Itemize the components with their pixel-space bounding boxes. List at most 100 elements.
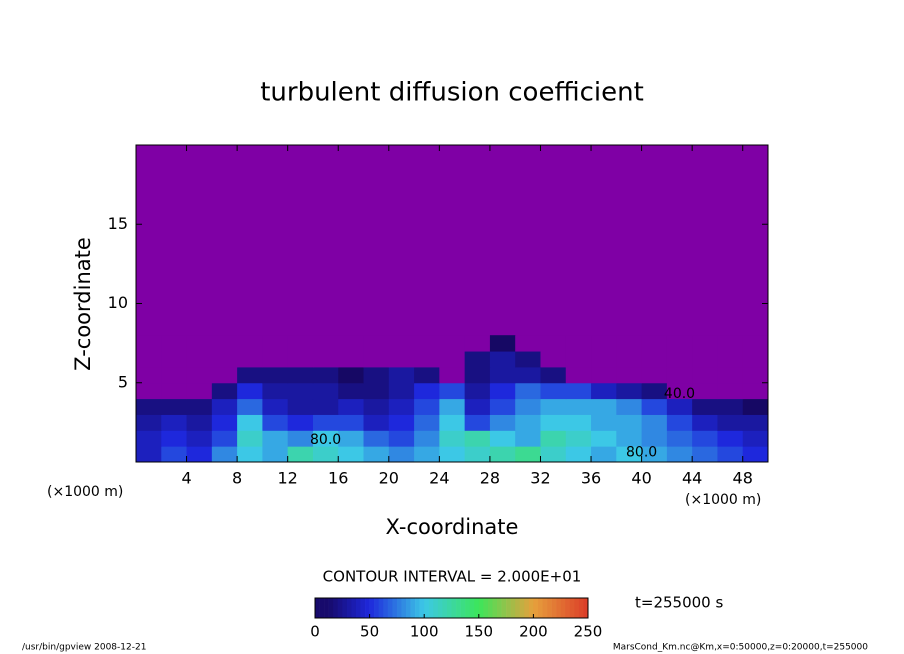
colorbar-swatch [419,598,425,618]
heat-cell [591,382,617,400]
heat-cell [717,335,744,352]
heat-cell [464,382,491,400]
heat-cell [312,398,339,415]
heat-cell [338,335,365,352]
heat-cell [161,351,188,368]
x-tick-label: 12 [278,469,298,488]
heat-cell [287,351,314,368]
contour-interval: CONTOUR INTERVAL = 2.000E+01 [323,568,582,586]
colorbar-swatch [497,598,502,618]
heat-cell [211,446,238,463]
heat-cell [363,398,390,415]
heat-cell [439,414,466,431]
heat-cell [692,335,718,352]
heat-cell [338,366,365,384]
heat-cell [489,382,516,400]
colorbar-swatch [556,598,561,618]
heat-cell [439,430,466,447]
colorbar-swatch [315,598,320,618]
heat-cell [262,430,289,447]
colorbar-swatch [446,598,452,618]
colorbar-swatch [383,598,389,618]
heat-cell [717,446,744,463]
x-tick-label: 44 [682,469,702,488]
heat-cell [287,366,314,384]
colorbar-swatch [406,598,411,618]
heat-cell [338,351,365,368]
heat-cell [287,446,314,463]
heat-cell [338,382,365,400]
heat-cell [363,335,390,352]
heat-cell [692,351,718,368]
x-tick-label: 4 [181,469,191,488]
colorbar-swatch [528,598,534,618]
heat-cell [136,430,162,447]
y-unit: (×1000 m) [47,484,123,500]
heat-cell [717,382,744,400]
heat-cell [388,351,415,368]
heat-cell [692,398,718,415]
heat-cell [211,430,238,447]
heat-cell [363,351,390,368]
heat-cell [489,366,516,384]
heat-cell [464,366,491,384]
heat-cell [591,414,617,431]
colorbar-swatch [542,598,548,618]
colorbar-swatch [365,598,370,618]
heat-cell [211,398,238,415]
heat-cell [338,398,365,415]
heat-cell [489,351,516,368]
heat-cell [742,351,769,368]
heat-cell [161,398,188,415]
heat-cell [363,382,390,400]
heat-cell [237,430,263,447]
heat-cell [666,398,693,415]
heat-cell [692,446,718,463]
colorbar-swatch [469,598,475,618]
colorbar-swatch [451,598,457,618]
heat-cell [591,446,617,463]
heat-cell [616,351,643,368]
heat-cell [666,351,693,368]
heat-cell [717,351,744,368]
heat-cell [540,351,567,368]
colorbar-tick-label: 200 [519,623,548,641]
colorbar-swatch [547,598,552,618]
contour-label: 40.0 [664,386,695,402]
heat-cell [515,351,541,368]
heat-cell [161,335,188,352]
heat-cell [692,382,718,400]
heat-cell [717,366,744,384]
colorbar-swatch [328,598,334,618]
heat-cell [464,414,491,431]
heat-cell [540,414,567,431]
colorbar-swatch [574,598,580,618]
colorbar-swatch [324,598,329,618]
heat-cell [136,398,162,415]
heat-cell [565,351,592,368]
heat-cell [136,351,162,368]
heat-cell [414,382,440,400]
heat-cell [363,366,390,384]
heat-cell [591,351,617,368]
heat-cell [262,335,289,352]
heat-cell [161,366,188,384]
heat-cell [388,414,415,431]
heat-cell [211,335,238,352]
heat-cell [591,430,617,447]
heat-cell [136,366,162,384]
heat-cell [388,398,415,415]
heat-cell [414,430,440,447]
heat-cell [464,398,491,415]
colorbar-swatch [537,598,543,618]
colorbar-swatch [515,598,521,618]
heat-cell [641,366,668,384]
heat-cell [641,398,668,415]
heat-cell [439,398,466,415]
colorbar-swatch [456,598,461,618]
heat-cell [742,398,769,415]
x-tick-label: 48 [733,469,753,488]
heat-cell [692,366,718,384]
colorbar-swatch [433,598,439,618]
heat-cell [186,414,213,431]
